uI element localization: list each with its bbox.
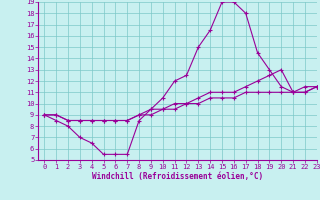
X-axis label: Windchill (Refroidissement éolien,°C): Windchill (Refroidissement éolien,°C) bbox=[92, 172, 263, 181]
